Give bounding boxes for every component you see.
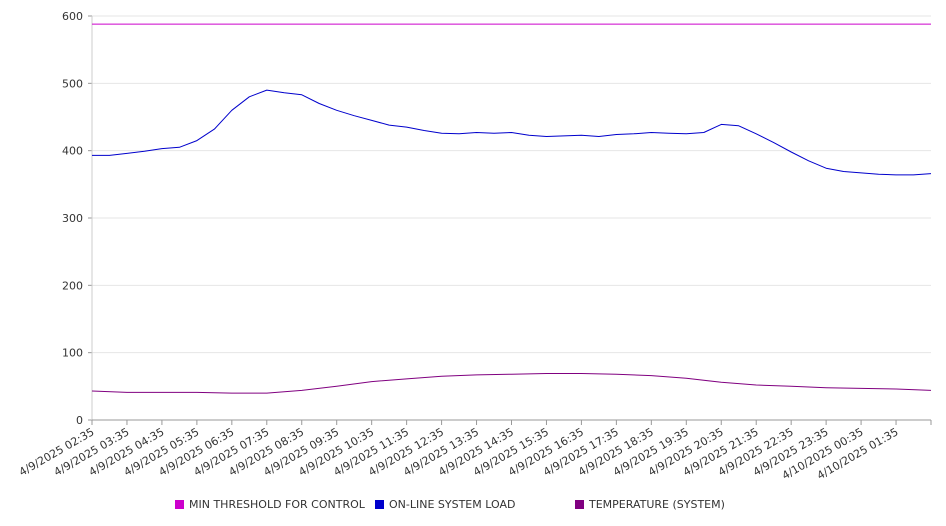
gridlines [92,15,931,354]
legend-swatch-min-threshold [175,500,184,509]
y-tick-label-200: 200 [62,279,83,292]
y-tick-label-400: 400 [62,145,83,158]
y-tick-label-0: 0 [76,414,83,427]
legend-item-system-load[interactable]: ON-LINE SYSTEM LOAD [375,498,515,511]
y-tick-label-500: 500 [62,77,83,90]
x-tick-labels: 4/9/2025 02:354/9/2025 03:354/9/2025 04:… [17,425,901,482]
legend-label-temperature: TEMPERATURE (SYSTEM) [589,498,725,511]
series-line-1 [92,89,932,176]
legend-swatch-temperature [575,500,584,509]
y-tick-label-300: 300 [62,212,83,225]
legend: MIN THRESHOLD FOR CONTROL ON-LINE SYSTEM… [0,498,946,514]
legend-label-min-threshold: MIN THRESHOLD FOR CONTROL [189,498,365,511]
legend-item-temperature[interactable]: TEMPERATURE (SYSTEM) [575,498,725,511]
series-lines [91,23,932,394]
axes [88,15,932,425]
series-line-2 [91,373,932,394]
legend-item-min-threshold[interactable]: MIN THRESHOLD FOR CONTROL [175,498,365,511]
y-tick-label-600: 600 [62,10,83,23]
legend-swatch-system-load [375,500,384,509]
legend-label-system-load: ON-LINE SYSTEM LOAD [389,498,516,511]
y-tick-labels: 0 100 200 300 400 500 600 [62,10,83,427]
y-tick-label-100: 100 [62,347,83,360]
